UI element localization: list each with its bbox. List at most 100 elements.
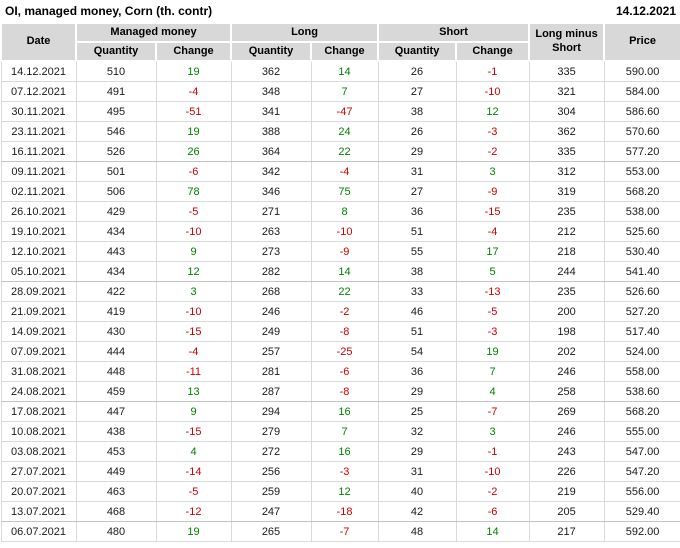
long-minus-short-cell: 235 — [528, 281, 605, 302]
managed-money-quantity-cell: 419 — [75, 301, 157, 322]
long-quantity-cell: 273 — [230, 241, 312, 262]
col-header-long-minus-short: Long minus Short — [528, 22, 606, 62]
date-cell: 14.12.2021 — [0, 60, 77, 82]
managed-money-quantity-cell: 449 — [75, 461, 157, 482]
short-change-cell: -15 — [455, 201, 530, 222]
table-header: Date Managed money Long Short Long minus… — [0, 22, 680, 62]
managed-money-change-cell: 19 — [155, 521, 232, 542]
table-body: 14.12.2021 510 19 362 14 26 -1 335 590.00 07.12.2… — [0, 60, 680, 542]
table-row: 30.11.2021 495 -51 341 -47 38 12 304 586.60 — [0, 101, 680, 122]
managed-money-quantity-cell: 434 — [75, 261, 157, 282]
table-row: 05.10.2021 434 12 282 14 38 5 244 541.40 — [0, 261, 680, 282]
date-cell: 27.07.2021 — [0, 461, 77, 482]
short-quantity-cell: 33 — [377, 281, 457, 302]
long-change-cell: 22 — [310, 281, 379, 302]
table-row: 10.08.2021 438 -15 279 7 32 3 246 555.00 — [0, 421, 680, 442]
short-change-cell: -3 — [455, 121, 530, 142]
managed-money-quantity-cell: 526 — [75, 141, 157, 162]
long-minus-short-cell: 235 — [528, 201, 605, 222]
managed-money-quantity-cell: 434 — [75, 221, 157, 242]
long-minus-short-cell: 258 — [528, 381, 605, 402]
price-cell: 526.60 — [603, 281, 680, 302]
short-change-cell: -2 — [455, 141, 530, 162]
short-quantity-cell: 38 — [377, 261, 457, 282]
table-row: 31.08.2021 448 -11 281 -6 36 7 246 558.00 — [0, 361, 680, 382]
price-cell: 586.60 — [603, 101, 680, 122]
long-minus-short-cell: 335 — [528, 141, 605, 162]
long-quantity-cell: 342 — [230, 161, 312, 182]
short-quantity-cell: 29 — [377, 141, 457, 162]
header-group-row: Date Managed money Long Short Long minus… — [0, 22, 680, 62]
date-cell: 17.08.2021 — [0, 401, 77, 422]
col-header-mm-quantity: Quantity — [75, 41, 157, 62]
long-minus-short-cell: 219 — [528, 481, 605, 502]
managed-money-change-cell: 13 — [155, 381, 232, 402]
managed-money-quantity-cell: 491 — [75, 81, 157, 102]
long-change-cell: -6 — [310, 361, 379, 382]
col-header-long-quantity: Quantity — [230, 41, 312, 62]
date-cell: 13.07.2021 — [0, 501, 77, 522]
long-quantity-cell: 256 — [230, 461, 312, 482]
long-quantity-cell: 265 — [230, 521, 312, 542]
short-change-cell: -10 — [455, 81, 530, 102]
date-cell: 07.09.2021 — [0, 341, 77, 362]
long-change-cell: 8 — [310, 201, 379, 222]
short-quantity-cell: 25 — [377, 401, 457, 422]
short-change-cell: -10 — [455, 461, 530, 482]
managed-money-quantity-cell: 444 — [75, 341, 157, 362]
managed-money-quantity-cell: 422 — [75, 281, 157, 302]
date-cell: 06.07.2021 — [0, 521, 77, 542]
table-row: 24.08.2021 459 13 287 -8 29 4 258 538.60 — [0, 381, 680, 402]
col-header-long-change: Change — [309, 41, 380, 62]
managed-money-quantity-cell: 546 — [75, 121, 157, 142]
long-minus-short-cell: 312 — [528, 161, 605, 182]
col-header-short-quantity: Quantity — [377, 41, 458, 62]
table-row: 17.08.2021 447 9 294 16 25 -7 269 568.20 — [0, 401, 680, 422]
table-row: 12.10.2021 443 9 273 -9 55 17 218 530.40 — [0, 241, 680, 262]
long-change-cell: -8 — [310, 321, 379, 342]
managed-money-quantity-cell: 443 — [75, 241, 157, 262]
long-quantity-cell: 388 — [230, 121, 312, 142]
short-quantity-cell: 36 — [377, 361, 457, 382]
header-sub-row: Quantity Change Quantity Change Quantity… — [1, 41, 680, 62]
long-quantity-cell: 287 — [230, 381, 312, 402]
long-minus-short-cell: 217 — [528, 521, 605, 542]
managed-money-quantity-cell: 447 — [75, 401, 157, 422]
long-minus-short-cell: 212 — [528, 221, 605, 242]
long-change-cell: -10 — [310, 221, 379, 242]
short-quantity-cell: 29 — [377, 381, 457, 402]
long-quantity-cell: 271 — [230, 201, 312, 222]
date-cell: 19.10.2021 — [0, 221, 77, 242]
date-cell: 24.08.2021 — [0, 381, 77, 402]
managed-money-change-cell: 4 — [155, 441, 232, 462]
long-quantity-cell: 364 — [230, 141, 312, 162]
price-cell: 553.00 — [603, 161, 680, 182]
managed-money-quantity-cell: 429 — [75, 201, 157, 222]
table-row: 19.10.2021 434 -10 263 -10 51 -4 212 525.60 — [0, 221, 680, 242]
managed-money-change-cell: -4 — [155, 341, 232, 362]
table-row: 13.07.2021 468 -12 247 -18 42 -6 205 529.40 — [0, 501, 680, 522]
long-change-cell: -7 — [310, 521, 379, 542]
price-cell: 517.40 — [603, 321, 680, 342]
long-quantity-cell: 346 — [230, 181, 312, 202]
managed-money-change-cell: -10 — [155, 301, 232, 322]
long-change-cell: 16 — [310, 441, 379, 462]
long-minus-short-cell: 319 — [528, 181, 605, 202]
table-row: 20.07.2021 463 -5 259 12 40 -2 219 556.00 — [0, 481, 680, 502]
long-change-cell: 14 — [310, 261, 379, 282]
short-change-cell: -7 — [455, 401, 530, 422]
price-cell: 568.20 — [603, 181, 680, 202]
short-change-cell: 17 — [455, 241, 530, 262]
managed-money-quantity-cell: 495 — [75, 101, 157, 122]
short-change-cell: -13 — [455, 281, 530, 302]
col-header-date: Date — [0, 22, 77, 62]
long-minus-short-cell: 362 — [528, 121, 605, 142]
managed-money-quantity-cell: 463 — [75, 481, 157, 502]
managed-money-change-cell: 26 — [155, 141, 232, 162]
short-quantity-cell: 27 — [377, 181, 457, 202]
short-quantity-cell: 26 — [377, 60, 457, 82]
long-quantity-cell: 246 — [230, 301, 312, 322]
managed-money-quantity-cell: 506 — [75, 181, 157, 202]
date-cell: 31.08.2021 — [0, 361, 77, 382]
short-quantity-cell: 38 — [377, 101, 457, 122]
